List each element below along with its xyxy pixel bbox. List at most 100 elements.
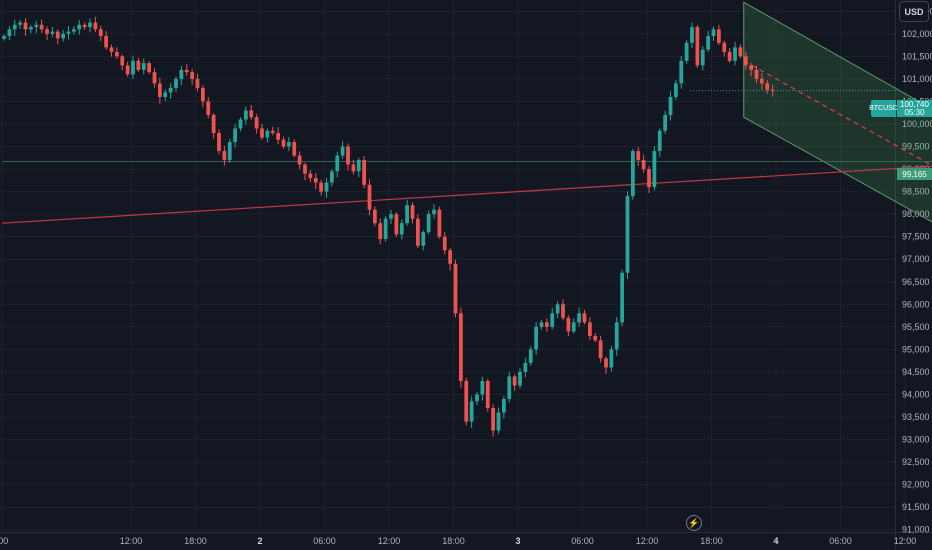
candle [88,18,92,33]
candle [18,19,23,29]
candle [480,376,485,401]
candle-body [765,83,770,90]
candle [620,269,625,327]
candle-body [93,22,98,30]
candle [765,80,770,94]
candle [544,318,549,332]
candle [550,307,555,330]
candle [82,22,87,30]
candle-body [518,371,522,386]
candle [168,83,173,99]
candle [512,374,517,392]
candle-body [378,223,383,239]
candle-body [114,51,119,57]
candle-body [297,155,302,165]
candle-body [77,24,82,30]
lightning-icon[interactable]: ⚡ [686,515,702,531]
candle [120,54,125,71]
candle [609,345,614,372]
candle-body [668,96,673,115]
candle [582,309,587,325]
candle [706,30,711,52]
candle [652,146,657,191]
candle-body [663,114,668,131]
x-tick-label: 12:00 [120,536,143,546]
candle-body [249,110,254,118]
candle-body [281,139,286,147]
candle [684,40,689,64]
candle [496,407,501,434]
candle [104,30,109,50]
candle-body [383,218,388,239]
x-tick-label: 18:00 [184,536,207,546]
candle-body [652,151,657,188]
candle [378,218,383,245]
candle-body [98,29,103,37]
candle [754,65,759,83]
candle-body [738,47,743,57]
candle [324,178,329,198]
currency-button[interactable]: USD [899,1,929,22]
candle-body [577,313,582,323]
candle [410,202,415,224]
candle [249,104,254,120]
candle [475,391,479,406]
y-tick-label: 99,500 [902,142,930,152]
x-tick-label: 18:00 [700,536,723,546]
candle [690,22,694,48]
candle [421,230,426,251]
candle-body [34,24,39,28]
last-price-value: 100,740 [900,99,929,109]
y-tick-label: 97,000 [902,254,930,264]
candle-body [539,322,544,327]
candle [577,307,582,327]
candle [641,154,646,173]
y-tick-label: 92,500 [902,457,930,467]
candle [636,147,641,167]
candle-body [673,83,678,97]
candle [93,16,98,33]
candle-body [141,63,146,70]
candle [109,44,114,57]
candle-body [157,83,162,97]
candle-body [695,27,700,66]
candle-body [217,133,221,152]
candle-body [453,263,458,314]
candle-body [544,322,549,327]
candle [7,25,12,41]
candle [733,41,737,66]
candle-body [512,376,517,386]
candle-body [88,22,92,28]
candle [206,97,211,119]
candle [555,301,560,319]
candle-body [303,164,307,174]
y-tick-label: 97,500 [902,232,930,242]
candle [507,372,512,403]
y-tick-label: 91,000 [902,525,930,535]
candle [286,137,291,151]
candle [394,212,399,238]
candle-body [7,29,12,37]
candle [157,77,162,104]
y-tick-label: 93,000 [902,435,930,445]
candle-body [184,69,189,73]
candle [356,157,361,178]
candle [346,143,350,171]
candle-body [362,160,367,185]
candle [453,259,458,318]
candle [587,317,592,341]
candle [238,117,243,132]
y-tick-label: 94,500 [902,367,930,377]
candle [28,25,33,34]
candle [71,26,76,35]
candle [469,396,474,428]
candle-body [679,60,684,84]
x-tick-label: 12:00 [636,536,659,546]
candle [593,333,598,343]
candle-body [507,376,512,399]
candle-body [50,31,55,34]
candle-body [604,358,608,368]
candle-body [55,31,60,39]
candle-body [550,313,555,327]
